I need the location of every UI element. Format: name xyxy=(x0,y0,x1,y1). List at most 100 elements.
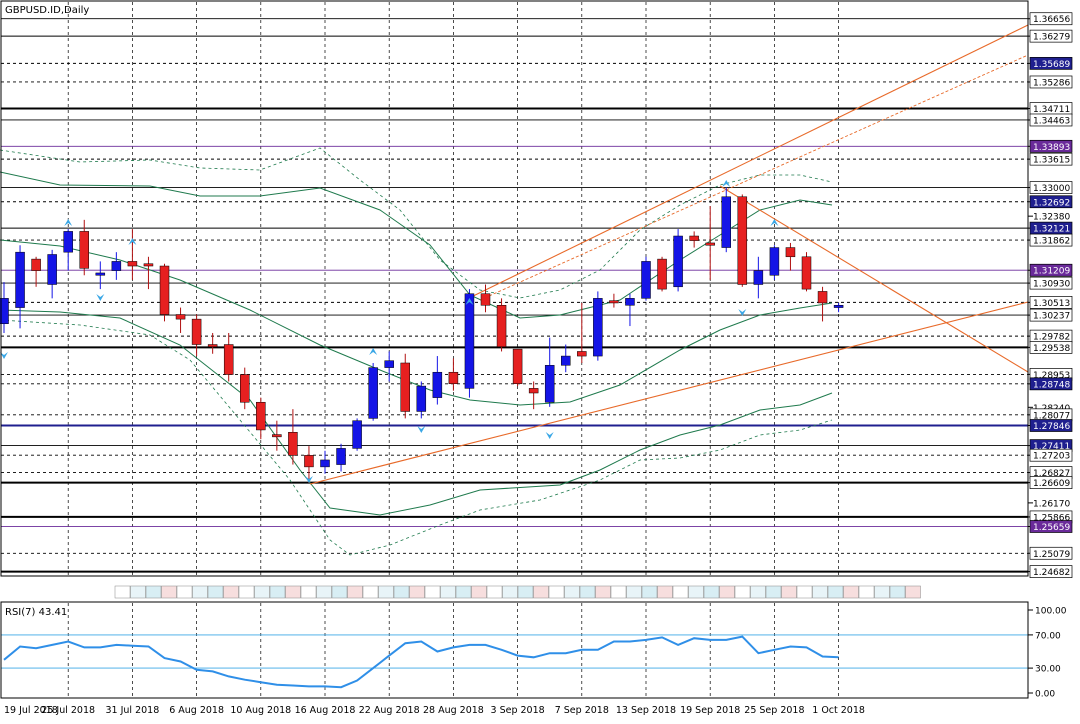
session-cell xyxy=(161,585,177,599)
date-tick-label: 19 Sep 2018 xyxy=(680,705,740,716)
session-cell xyxy=(347,585,363,599)
candle-body xyxy=(95,272,106,276)
price-tick-label: 1.25866 xyxy=(1033,513,1070,523)
candle-body xyxy=(561,355,571,366)
candle-body xyxy=(207,344,218,348)
fractal-up-marker xyxy=(369,348,378,355)
candle-body xyxy=(785,247,796,258)
date-tick-label: 31 Jul 2018 xyxy=(106,705,160,716)
candle-body xyxy=(528,388,539,394)
price-label-box xyxy=(1029,276,1073,290)
fractal-down-marker xyxy=(304,476,313,483)
price-label-box xyxy=(1029,233,1073,247)
fractal-down-marker xyxy=(545,432,554,439)
price-label-box xyxy=(1029,139,1073,153)
session-time-bar xyxy=(114,585,921,599)
date-tick-label: 13 Sep 2018 xyxy=(616,705,676,716)
candle-body xyxy=(801,256,812,290)
candle-body xyxy=(673,235,683,288)
date-tick-label: 19 Jul 2018 xyxy=(4,705,58,716)
date-tick-label: 22 Aug 2018 xyxy=(359,705,420,716)
price-tick-label: 1.32380 xyxy=(1033,213,1070,223)
channel-upper-line xyxy=(464,24,1029,301)
price-label-box xyxy=(1029,113,1073,127)
price-tick-label: 1.33000 xyxy=(1033,184,1070,194)
session-cell xyxy=(548,585,565,599)
date-tick-label: 3 Sep 2018 xyxy=(491,705,545,716)
fractal-up-marker xyxy=(722,180,731,187)
candle-body xyxy=(79,231,89,269)
candle-body xyxy=(753,270,764,285)
candle-body xyxy=(512,348,523,385)
session-cell xyxy=(626,585,642,599)
price-tick-label: 1.27203 xyxy=(1033,452,1070,462)
session-cell xyxy=(130,585,146,599)
price-label-box xyxy=(1029,377,1073,391)
fractal-down-marker xyxy=(738,309,747,316)
envelope-lower xyxy=(0,319,833,556)
session-cell xyxy=(688,585,704,599)
candle-body xyxy=(448,371,459,385)
candle-body xyxy=(705,242,715,246)
candle-body xyxy=(15,251,25,308)
price-label-box xyxy=(1029,520,1073,533)
session-cell xyxy=(781,585,797,599)
session-cell xyxy=(192,585,208,599)
price-tick-label: 1.32121 xyxy=(1033,225,1070,235)
price-label-box xyxy=(1029,181,1073,194)
candle-body xyxy=(400,362,410,412)
candle-body xyxy=(641,261,651,299)
date-tick-label: 7 Sep 2018 xyxy=(555,705,609,716)
fractal-up-marker xyxy=(64,219,73,226)
rsi-tick-label: 70.00 xyxy=(1035,631,1061,641)
session-cell xyxy=(316,585,332,599)
candle-body xyxy=(769,247,780,276)
session-cell xyxy=(269,585,286,599)
price-tick-label: 1.29782 xyxy=(1033,333,1070,343)
price-tick-label: 1.25659 xyxy=(1033,523,1070,533)
candle-body xyxy=(496,305,507,348)
candle-body xyxy=(689,235,699,241)
date-tick-label: 6 Aug 2018 xyxy=(169,705,224,716)
candle-body xyxy=(223,344,234,375)
price-tick-label: 1.31862 xyxy=(1033,237,1070,247)
date-tick-label: 25 Sep 2018 xyxy=(744,705,804,716)
session-cell xyxy=(223,585,239,599)
price-tick-label: 1.28077 xyxy=(1033,411,1070,421)
candle-body xyxy=(833,305,844,308)
session-cell xyxy=(362,585,379,599)
candle-body xyxy=(191,318,202,345)
price-tick-label: 1.34711 xyxy=(1033,105,1070,115)
session-cell xyxy=(765,585,782,599)
session-cell xyxy=(238,585,255,599)
candle-body xyxy=(47,254,57,285)
session-cell xyxy=(719,585,735,599)
price-tick-label: 1.30930 xyxy=(1033,280,1070,290)
price-tick-label: 1.28953 xyxy=(1033,371,1070,381)
session-cell xyxy=(285,585,301,599)
candle-body xyxy=(416,385,427,412)
candle-body xyxy=(352,420,362,449)
price-label-box xyxy=(1029,476,1073,489)
session-cell xyxy=(440,585,456,599)
fractal-markers xyxy=(0,180,779,483)
price-tick-label: 1.33615 xyxy=(1033,156,1070,166)
candle-body xyxy=(577,351,587,357)
rsi-tick-label: 30.00 xyxy=(1035,665,1061,675)
session-cell xyxy=(517,585,534,599)
fractal-down-marker xyxy=(417,426,426,433)
price-label-box xyxy=(1029,308,1073,322)
session-cell xyxy=(843,585,859,599)
candle-body xyxy=(544,365,555,403)
fractal-down-marker xyxy=(0,352,8,359)
price-tick-label: 1.26827 xyxy=(1033,469,1070,479)
candle-body xyxy=(432,371,443,398)
session-cell xyxy=(471,585,487,599)
price-tick-label: 1.27846 xyxy=(1033,422,1070,432)
price-tick-label: 1.30513 xyxy=(1033,299,1070,309)
price-label-box xyxy=(1029,448,1073,462)
price-tick-label: 1.35286 xyxy=(1033,78,1070,88)
rsi-tick-label: 0.00 xyxy=(1035,690,1055,700)
